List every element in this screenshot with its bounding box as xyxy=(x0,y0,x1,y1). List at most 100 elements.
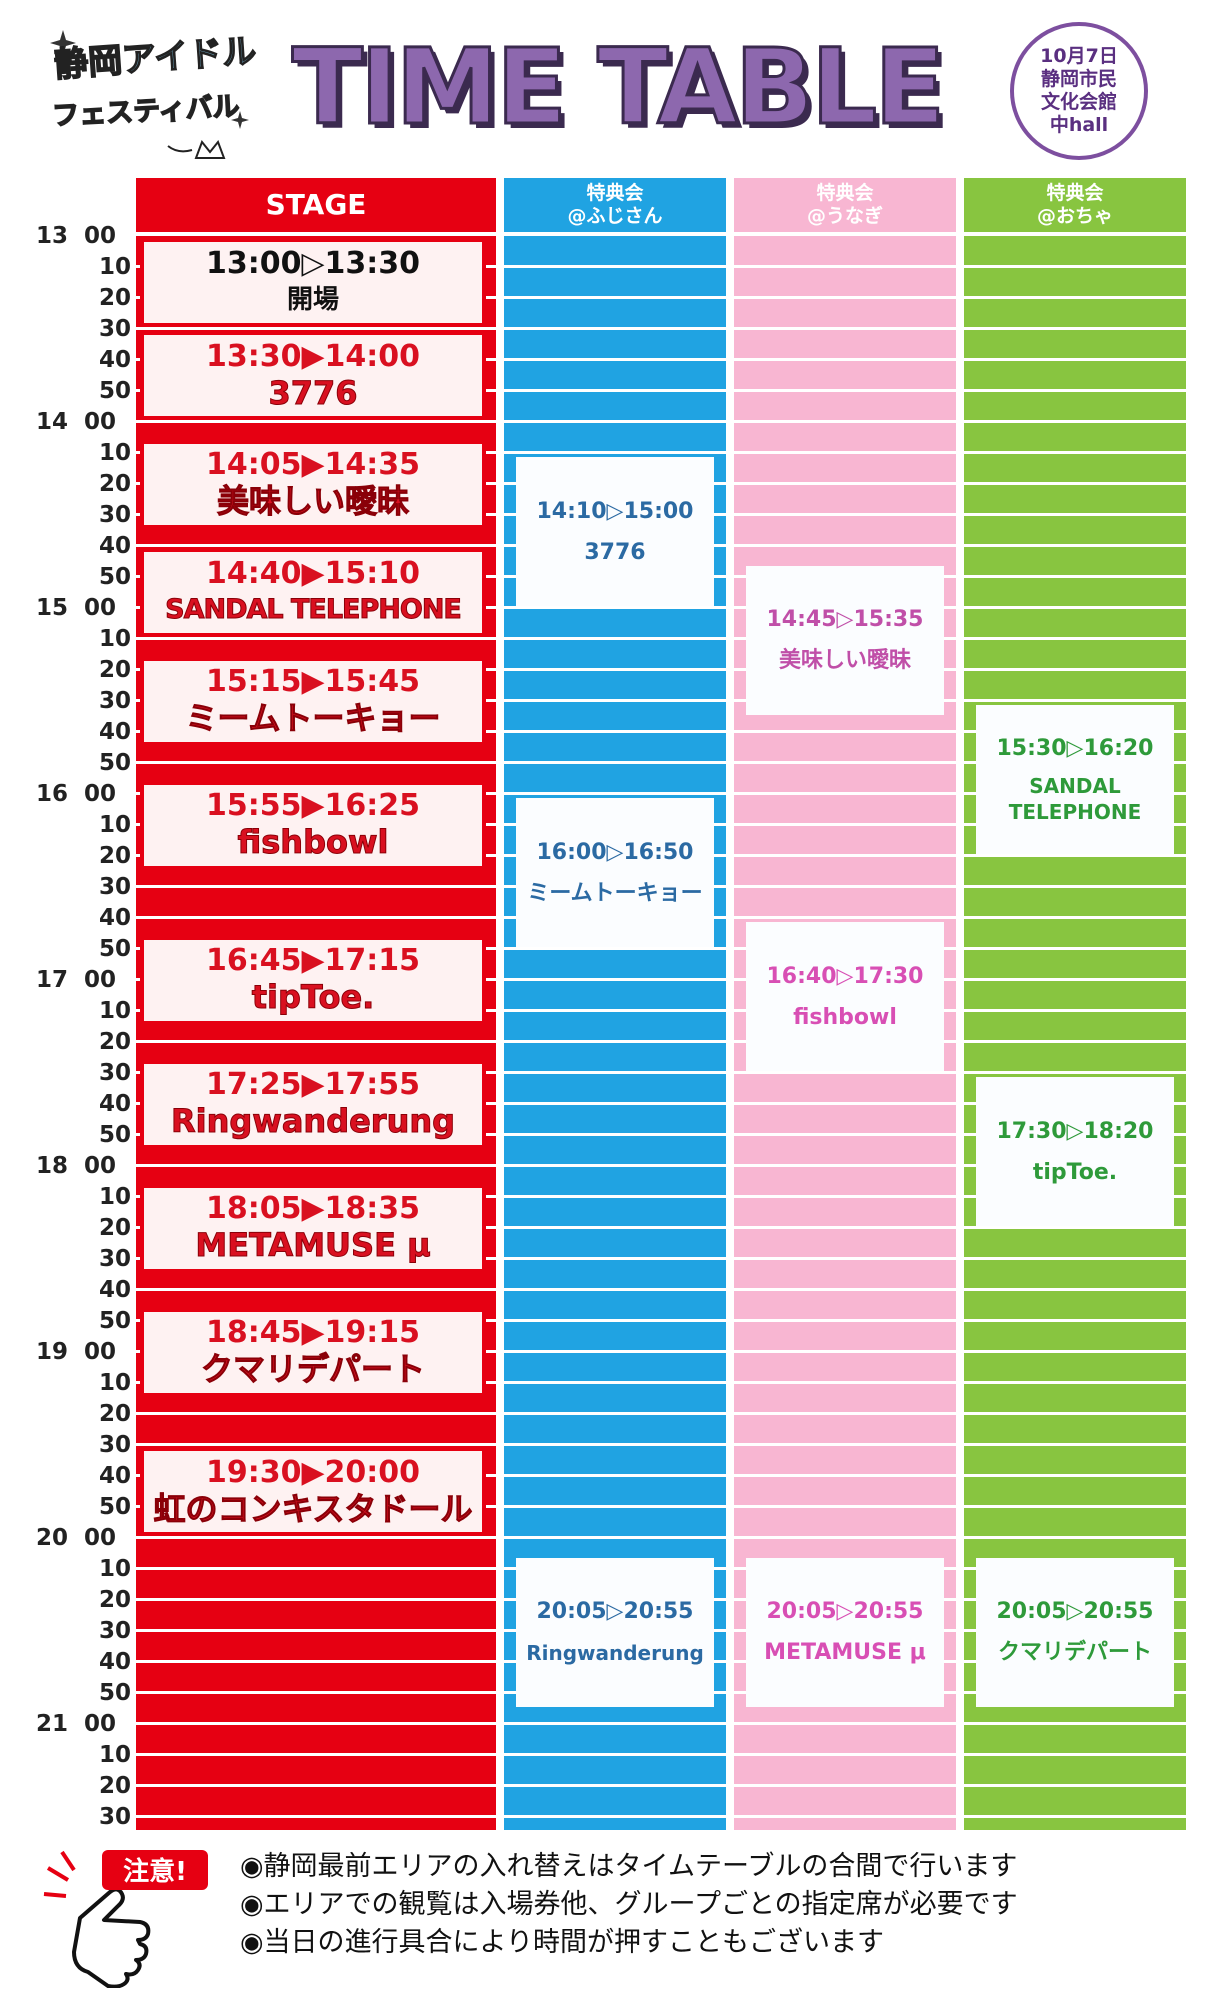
perk-event-name: クマリデパート xyxy=(997,1640,1152,1665)
grid-line xyxy=(964,1412,1186,1415)
time-label-minute: 50 xyxy=(98,378,131,404)
time-label-minute: 30 xyxy=(98,316,131,342)
time-label-minute: 50 xyxy=(98,564,131,590)
grid-line xyxy=(964,668,1186,671)
grid-line xyxy=(964,1288,1186,1291)
grid-line xyxy=(964,854,1186,857)
notice-badge xyxy=(102,1850,208,1890)
grid-line xyxy=(734,1753,956,1756)
grid-line xyxy=(504,761,726,764)
grid-line xyxy=(964,265,1186,268)
time-label-minute: 10 xyxy=(98,998,131,1024)
perk-event-name: METAMUSE μ xyxy=(764,1640,926,1665)
venue-line-2: 静岡市民 xyxy=(1040,68,1117,90)
grid-line xyxy=(136,916,496,919)
grid-line xyxy=(964,1474,1186,1477)
time-label-minute: 10 xyxy=(98,254,131,280)
grid-line xyxy=(964,978,1186,981)
grid-line xyxy=(504,668,726,671)
grid-line xyxy=(504,1412,726,1415)
time-label-minute: 10 xyxy=(98,440,131,466)
grid-line xyxy=(504,1195,726,1198)
grid-line xyxy=(734,854,956,857)
stage-event: 17:25▶17:55 Ringwanderung xyxy=(140,1059,486,1149)
column-header-label: 特典会 xyxy=(816,182,874,204)
stage-event-time: 16:45▶17:15 xyxy=(205,943,421,978)
grid-line xyxy=(964,575,1186,578)
grid-line xyxy=(964,358,1186,361)
time-label-minute: 10 xyxy=(98,1184,131,1210)
time-label-minute: 40 xyxy=(98,905,131,931)
perk-event-fuji: 14:10▷15:00 3776 xyxy=(516,457,714,606)
logo-line-1: 静岡アイドル xyxy=(53,31,258,85)
grid-line xyxy=(734,1350,956,1353)
stage-event-name: METAMUSE μ xyxy=(195,1226,431,1265)
grid-line xyxy=(136,327,496,330)
grid-line xyxy=(964,544,1186,547)
time-label-minute: 50 xyxy=(98,750,131,776)
grid-line xyxy=(504,637,726,640)
grid-line xyxy=(964,482,1186,485)
grid-line xyxy=(136,1815,496,1818)
stage-event: 18:05▶18:35 METAMUSE μ xyxy=(140,1183,486,1273)
grid-line xyxy=(964,606,1186,609)
perk-event-name: fishbowl xyxy=(793,1004,897,1030)
time-label-minute: 30 xyxy=(98,874,131,900)
grid-line xyxy=(136,1722,496,1725)
grid-line xyxy=(504,1536,726,1539)
time-label-minute: 10 xyxy=(98,1370,131,1396)
grid-line xyxy=(964,296,1186,299)
time-label-hour: 16 00 xyxy=(36,781,117,807)
grid-line xyxy=(504,1288,726,1291)
notice-item: ◉当日の進行具合により時間が押すこともございます xyxy=(240,1927,885,1958)
time-label-minute: 30 xyxy=(98,1246,131,1272)
time-label-minute: 40 xyxy=(98,1277,131,1303)
grid-line xyxy=(136,1629,496,1632)
stage-event-time: 18:45▶19:15 xyxy=(205,1315,421,1350)
grid-line xyxy=(964,916,1186,919)
perk-event-time: 17:30▷18:20 xyxy=(996,1118,1154,1144)
perk-event-name: 3776 xyxy=(584,539,646,565)
grid-line xyxy=(734,1102,956,1105)
time-label-minute: 20 xyxy=(98,471,131,497)
grid-line xyxy=(734,1722,956,1725)
time-label-minute: 20 xyxy=(98,1401,131,1427)
grid-line xyxy=(504,606,726,609)
time-label-minute: 50 xyxy=(98,1122,131,1148)
stage-event-name: 開場 xyxy=(286,284,339,315)
time-label-minute: 30 xyxy=(98,502,131,528)
column-header-label: 特典会 xyxy=(1046,182,1104,204)
grid-line xyxy=(136,1443,496,1446)
grid-line xyxy=(504,420,726,423)
perk-event-name: 美味しい曖昧 xyxy=(778,648,911,673)
time-label-minute: 10 xyxy=(98,812,131,838)
stage-event-time: 14:05▶14:35 xyxy=(205,447,421,482)
perk-event-unagi: 20:05▷20:55 METAMUSE μ xyxy=(746,1557,944,1707)
notice-item: ◉静岡最前エリアの入れ替えはタイムテーブルの合間で行います xyxy=(240,1851,1018,1882)
grid-line xyxy=(734,482,956,485)
stage-event-time: 17:25▶17:55 xyxy=(205,1067,421,1102)
perk-event-name: ミームトーキョー xyxy=(527,880,703,906)
column-header-fuji: 特典会 @ふじさん xyxy=(504,178,726,232)
grid-line xyxy=(504,1319,726,1322)
notice-list: ◉静岡最前エリアの入れ替えはタイムテーブルの合間で行います ◉エリアでの観覧は入… xyxy=(240,1848,1180,1962)
column-header-label: STAGE xyxy=(265,188,367,221)
perk-event-name: Ringwanderung xyxy=(526,1641,704,1665)
grid-line xyxy=(504,1009,726,1012)
venue-date: 10月7日 xyxy=(1040,45,1118,67)
grid-line xyxy=(136,1567,496,1570)
grid-line xyxy=(504,1350,726,1353)
time-label-minute: 30 xyxy=(98,1432,131,1458)
time-label-minute: 10 xyxy=(98,1742,131,1768)
grid-line xyxy=(504,358,726,361)
grid-line xyxy=(964,1071,1186,1074)
time-label-minute: 50 xyxy=(98,1680,131,1706)
stage-event-name: 虹のコンキスタドール xyxy=(153,1489,473,1528)
grid-line xyxy=(136,544,496,547)
perk-event-fuji: 16:00▷16:50 ミームトーキョー xyxy=(516,798,714,947)
perk-event-time: 20:05▷20:55 xyxy=(766,1599,924,1624)
time-label-minute: 40 xyxy=(98,1091,131,1117)
grid-line xyxy=(136,637,496,640)
time-label-minute: 40 xyxy=(98,1463,131,1489)
perk-event-time: 14:10▷15:00 xyxy=(536,498,694,524)
